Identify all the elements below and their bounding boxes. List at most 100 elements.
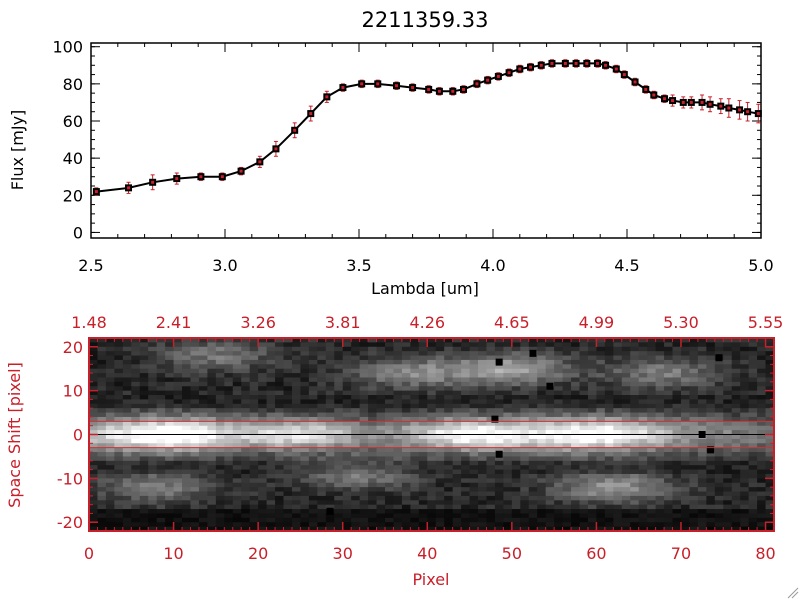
heatmap-cell bbox=[131, 465, 141, 471]
heatmap-cell bbox=[486, 509, 496, 514]
heatmap-cell bbox=[647, 403, 657, 409]
heatmap-cell bbox=[452, 381, 462, 387]
heatmap-cell bbox=[503, 434, 513, 440]
heatmap-cell bbox=[190, 478, 200, 484]
heatmap-cell bbox=[207, 495, 217, 501]
heatmap-image bbox=[89, 338, 775, 532]
flux-point-center bbox=[274, 147, 278, 151]
heatmap-cell bbox=[325, 425, 335, 431]
heatmap-cell bbox=[503, 395, 513, 400]
heatmap-cell bbox=[503, 373, 513, 378]
heatmap-cell bbox=[173, 473, 183, 479]
heatmap-cell bbox=[647, 416, 657, 422]
heatmap-cell bbox=[291, 465, 301, 471]
heatmap-cell bbox=[359, 456, 369, 462]
heatmap-cell bbox=[461, 403, 471, 409]
heatmap-cell bbox=[697, 491, 707, 497]
heatmap-cell bbox=[224, 504, 234, 510]
heatmap-cell bbox=[258, 443, 268, 449]
heatmap-cell bbox=[275, 478, 285, 484]
heatmap-cell bbox=[376, 491, 386, 497]
heatmap-cell bbox=[182, 381, 191, 387]
heatmap-cell bbox=[148, 456, 158, 462]
heatmap-cell bbox=[520, 478, 530, 484]
heatmap-cell bbox=[748, 368, 758, 374]
heatmap-cell bbox=[165, 473, 175, 479]
heatmap-cell bbox=[697, 359, 707, 365]
heatmap-cell bbox=[596, 478, 606, 484]
heatmap-cell bbox=[706, 460, 716, 466]
heatmap-cell bbox=[114, 355, 124, 361]
heatmap-cell bbox=[452, 386, 462, 392]
heatmap-cell bbox=[376, 386, 386, 392]
heatmap-cell bbox=[410, 491, 420, 497]
heatmap-cell bbox=[190, 500, 200, 506]
heatmap-cell bbox=[224, 469, 234, 475]
heatmap-cell bbox=[554, 460, 564, 466]
heatmap-cell bbox=[714, 500, 724, 506]
heatmap-cell bbox=[359, 434, 369, 440]
heatmap-cell bbox=[638, 351, 648, 357]
heatmap-cell bbox=[89, 504, 98, 510]
heatmap-cell bbox=[765, 351, 775, 357]
heatmap-cell bbox=[630, 425, 640, 431]
heatmap-cell bbox=[89, 482, 98, 488]
heatmap-cell bbox=[148, 338, 158, 343]
heatmap-cell bbox=[418, 359, 428, 365]
heatmap-cell bbox=[410, 509, 420, 514]
heatmap-cell bbox=[638, 430, 648, 435]
heatmap-cell bbox=[418, 452, 428, 457]
heatmap-cell bbox=[613, 465, 623, 471]
heatmap-cell bbox=[655, 513, 665, 519]
heatmap-cell bbox=[655, 351, 665, 357]
heatmap-cell bbox=[165, 430, 175, 435]
heatmap-cell bbox=[587, 368, 597, 374]
heatmap-cell bbox=[494, 430, 504, 435]
heatmap-cell bbox=[300, 399, 310, 405]
heatmap-cell bbox=[444, 522, 454, 528]
heatmap-cell bbox=[266, 355, 276, 361]
resize-grip-icon[interactable] bbox=[787, 587, 799, 599]
heatmap-cell bbox=[334, 487, 344, 493]
heatmap-cell bbox=[308, 399, 318, 405]
heatmap-cell bbox=[537, 460, 547, 466]
heatmap-cell bbox=[511, 438, 521, 444]
heatmap-cell bbox=[97, 381, 107, 387]
heatmap-cell bbox=[579, 469, 589, 475]
heatmap-cell bbox=[89, 443, 98, 449]
heatmap-cell bbox=[723, 395, 733, 400]
heatmap-cell bbox=[562, 482, 572, 488]
heatmap-cell bbox=[283, 377, 293, 383]
heatmap-cell bbox=[410, 359, 420, 365]
heatmap-cell bbox=[714, 430, 724, 435]
heatmap-cell bbox=[266, 430, 276, 435]
heatmap-cell bbox=[224, 517, 234, 523]
heatmap-cell bbox=[647, 526, 657, 532]
heatmap-cell bbox=[587, 456, 597, 462]
heatmap-cell bbox=[528, 395, 538, 400]
heatmap-cell bbox=[114, 386, 124, 392]
heatmap-cell bbox=[528, 495, 538, 501]
heatmap-cell bbox=[435, 460, 445, 466]
heatmap-cell bbox=[291, 377, 301, 383]
heatmap-cell bbox=[139, 460, 149, 466]
heatmap-cell bbox=[266, 390, 276, 396]
heatmap-cell bbox=[748, 416, 758, 422]
heatmap-cell bbox=[401, 491, 411, 497]
heatmap-cell bbox=[249, 504, 259, 510]
heatmap-cell bbox=[435, 500, 445, 506]
heatmap-cell bbox=[393, 500, 403, 506]
heatmap-cell bbox=[630, 399, 640, 405]
heatmap-cell bbox=[258, 456, 268, 462]
heatmap-cell bbox=[207, 359, 217, 365]
heatmap-cell bbox=[604, 373, 614, 378]
heatmap-cell bbox=[182, 504, 191, 510]
heatmap-cell bbox=[706, 421, 716, 427]
heatmap-cell bbox=[655, 491, 665, 497]
heatmap-cell bbox=[224, 403, 234, 409]
heatmap-cell bbox=[368, 509, 378, 514]
heatmap-cell bbox=[131, 359, 141, 365]
heatmap-cell bbox=[325, 338, 335, 343]
heatmap-cell bbox=[359, 482, 369, 488]
heatmap-cell bbox=[275, 425, 285, 431]
